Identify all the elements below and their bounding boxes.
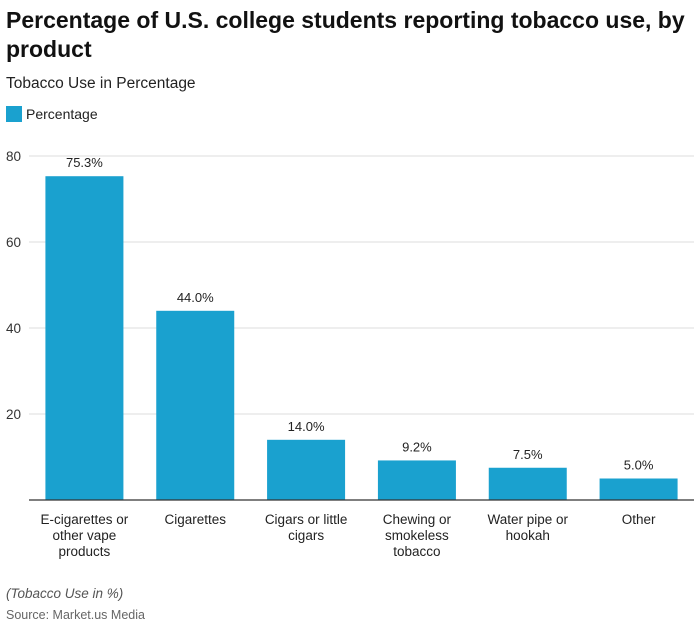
chart-source: Source: Market.us Media <box>6 608 145 622</box>
data-label: 5.0% <box>624 458 654 473</box>
x-tick-label: E-cigarettes or <box>41 512 129 527</box>
legend: Percentage <box>6 106 98 122</box>
bar <box>267 439 346 500</box>
bar <box>377 460 456 500</box>
chart-note: (Tobacco Use in %) <box>6 586 124 601</box>
chart-title: Percentage of U.S. college students repo… <box>6 7 685 62</box>
x-tick-label: hookah <box>506 528 550 543</box>
y-tick-label: 60 <box>6 235 21 250</box>
data-label: 9.2% <box>402 439 432 454</box>
x-tick-label: Water pipe or <box>487 512 568 527</box>
y-tick-label: 20 <box>6 407 21 422</box>
chart-subtitle: Tobacco Use in Percentage <box>6 75 196 92</box>
x-tick-label: cigars <box>288 528 324 543</box>
y-tick-label: 80 <box>6 149 21 164</box>
data-label: 14.0% <box>288 419 325 434</box>
x-tick-label: Chewing or <box>383 512 452 527</box>
y-tick-label: 40 <box>6 321 21 336</box>
x-tick-label: Other <box>622 512 656 527</box>
data-label: 44.0% <box>177 290 214 305</box>
x-tick-label: smokeless <box>385 528 449 543</box>
bar <box>599 478 678 500</box>
x-tick-label: products <box>59 544 111 559</box>
data-label: 75.3% <box>66 155 103 170</box>
data-label: 7.5% <box>513 447 543 462</box>
legend-label: Percentage <box>26 106 98 122</box>
x-tick-label: Cigarettes <box>164 512 226 527</box>
bar <box>156 310 235 500</box>
x-tick-label: Cigars or little <box>265 512 348 527</box>
x-tick-label: other vape <box>53 528 117 543</box>
bar <box>488 467 567 500</box>
bar <box>45 176 124 500</box>
x-tick-label: tobacco <box>393 544 440 559</box>
legend-swatch <box>6 106 22 122</box>
